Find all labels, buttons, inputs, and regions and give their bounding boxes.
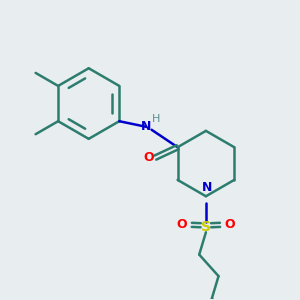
Text: O: O (143, 151, 154, 164)
Text: S: S (201, 220, 211, 234)
Text: N: N (202, 182, 212, 194)
Text: O: O (176, 218, 187, 231)
Text: H: H (152, 114, 160, 124)
Text: N: N (141, 120, 151, 133)
Text: O: O (225, 218, 236, 231)
